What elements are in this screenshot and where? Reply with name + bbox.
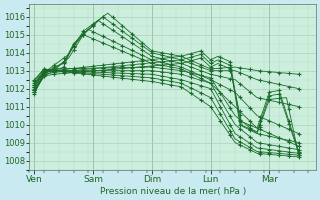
X-axis label: Pression niveau de la mer( hPa ): Pression niveau de la mer( hPa ) — [100, 187, 246, 196]
